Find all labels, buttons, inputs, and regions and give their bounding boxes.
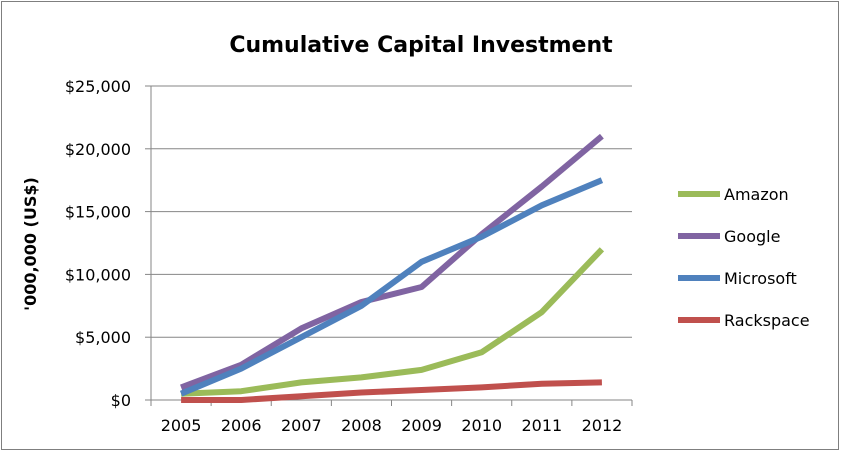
y-tick-label: $10,000 (65, 265, 131, 284)
legend-label-rackspace: Rackspace (724, 311, 810, 330)
y-tick-label: $5,000 (75, 328, 131, 347)
y-tick-label: $25,000 (65, 77, 131, 96)
x-tick-label: 2009 (401, 416, 442, 435)
legend: Amazon Google Microsoft Rackspace (678, 185, 810, 330)
gridlines (151, 85, 632, 338)
x-tick-label: 2007 (281, 416, 322, 435)
y-tick-label: $20,000 (65, 140, 131, 159)
series-line-rackspace (181, 379, 602, 403)
chart-title: Cumulative Capital Investment (229, 33, 613, 58)
y-tick-label: $0 (111, 391, 131, 410)
y-tick-label: $15,000 (65, 203, 131, 222)
axes (145, 85, 633, 406)
x-tick-labels: 2005 2006 2007 2008 2009 2010 2011 2012 (161, 416, 623, 435)
series-line-google (180, 133, 604, 391)
x-tick-label: 2011 (521, 416, 562, 435)
x-tick-label: 2005 (161, 416, 202, 435)
legend-label-microsoft: Microsoft (724, 269, 797, 288)
series-lines (179, 133, 605, 403)
series-line-microsoft (179, 177, 604, 397)
x-tick-label: 2010 (461, 416, 502, 435)
x-tick-label: 2006 (221, 416, 262, 435)
legend-label-amazon: Amazon (724, 185, 789, 204)
legend-label-google: Google (724, 227, 780, 246)
series-line-amazon (180, 247, 605, 397)
x-tick-label: 2008 (341, 416, 382, 435)
y-axis-label: '000,000 (US$) (21, 177, 40, 311)
y-tick-labels: $0 $5,000 $10,000 $15,000 $20,000 $25,000 (65, 77, 131, 410)
x-tick-label: 2012 (582, 416, 623, 435)
